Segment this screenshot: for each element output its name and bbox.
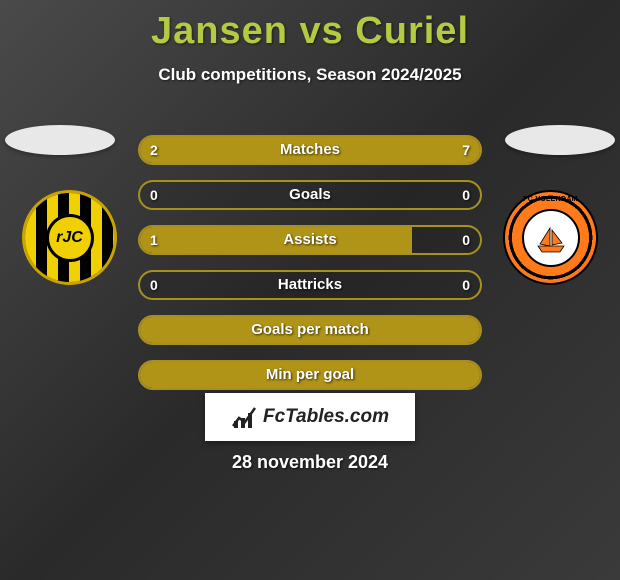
club-badge-left: rJC: [22, 190, 117, 285]
bar-label: Hattricks: [140, 272, 480, 298]
bar-label: Goals: [140, 182, 480, 208]
comparison-area: rJC FC VOLENDAM Matches27Goals00Assists1…: [0, 115, 620, 415]
fctables-brand-text: FcTables.com: [263, 406, 389, 428]
roda-jc-badge-icon: rJC: [22, 190, 117, 285]
stat-bar: Goals per match: [138, 315, 482, 345]
stat-bar: Hattricks0 0: [138, 270, 482, 300]
player-oval-left: [5, 125, 115, 155]
club-badge-right: FC VOLENDAM: [503, 190, 598, 285]
stat-bars: Matches27Goals00Assists10Hattricks00Goal…: [138, 135, 482, 405]
bar-value-right: 7: [462, 137, 470, 163]
page-title: Jansen vs Curiel: [0, 0, 620, 53]
bar-label: Goals per match: [140, 317, 480, 343]
fc-volendam-badge-icon: FC VOLENDAM: [503, 190, 598, 285]
sailboat-icon: [534, 226, 568, 254]
bar-value-left: 0: [150, 182, 158, 208]
fctables-chart-icon: [231, 404, 257, 430]
bar-label: Matches: [140, 137, 480, 163]
snapshot-date: 28 november 2024: [0, 452, 620, 473]
bar-label: Assists: [140, 227, 480, 253]
bar-label: Min per goal: [140, 362, 480, 388]
stat-bar: Assists1 0: [138, 225, 482, 255]
bar-value-left: 1: [150, 227, 158, 253]
stat-bar: Min per goal: [138, 360, 482, 390]
bar-value-left: 2: [150, 137, 158, 163]
stat-bar: Goals0 0: [138, 180, 482, 210]
page-subtitle: Club competitions, Season 2024/2025: [0, 65, 620, 85]
bar-value-right: 0: [462, 272, 470, 298]
player-oval-right: [505, 125, 615, 155]
roda-center-text: rJC: [46, 214, 94, 262]
bar-value-right: 0: [462, 227, 470, 253]
stat-bar: Matches2 7: [138, 135, 482, 165]
bar-value-left: 0: [150, 272, 158, 298]
fctables-logo[interactable]: FcTables.com: [205, 393, 415, 441]
volendam-ring-text: FC VOLENDAM: [503, 196, 598, 203]
bar-value-right: 0: [462, 182, 470, 208]
